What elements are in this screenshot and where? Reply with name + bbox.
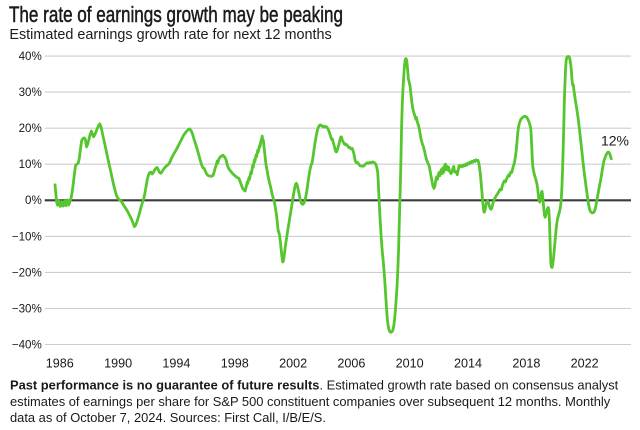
svg-text:0%: 0% <box>25 194 42 207</box>
svg-text:−20%: −20% <box>12 266 42 279</box>
svg-text:−40%: −40% <box>12 338 42 351</box>
svg-text:10%: 10% <box>19 158 42 171</box>
svg-text:−30%: −30% <box>12 302 42 315</box>
svg-text:2018: 2018 <box>512 356 540 370</box>
svg-text:20%: 20% <box>19 122 42 135</box>
svg-text:The rate of earnings growth ma: The rate of earnings growth may be peaki… <box>9 2 343 27</box>
svg-text:1986: 1986 <box>46 356 74 370</box>
svg-text:Past performance is no guarant: Past performance is no guarantee of futu… <box>10 378 619 393</box>
svg-text:2010: 2010 <box>396 356 424 370</box>
svg-text:−10%: −10% <box>12 230 42 243</box>
svg-text:30%: 30% <box>19 86 42 99</box>
svg-text:1998: 1998 <box>221 356 249 370</box>
svg-text:40%: 40% <box>19 50 42 63</box>
svg-text:data as of October 7, 2024. So: data as of October 7, 2024. Sources: Fir… <box>10 410 326 425</box>
svg-text:estimates of earnings per shar: estimates of earnings per share for S&P … <box>10 394 611 409</box>
svg-text:1994: 1994 <box>162 356 190 370</box>
svg-text:2022: 2022 <box>571 356 599 370</box>
svg-text:2002: 2002 <box>279 356 307 370</box>
svg-text:2014: 2014 <box>454 356 482 370</box>
svg-text:Estimated earnings growth rate: Estimated earnings growth rate for next … <box>9 27 331 43</box>
svg-text:12%: 12% <box>601 133 629 149</box>
svg-text:2006: 2006 <box>337 356 365 370</box>
svg-text:1990: 1990 <box>104 356 132 370</box>
